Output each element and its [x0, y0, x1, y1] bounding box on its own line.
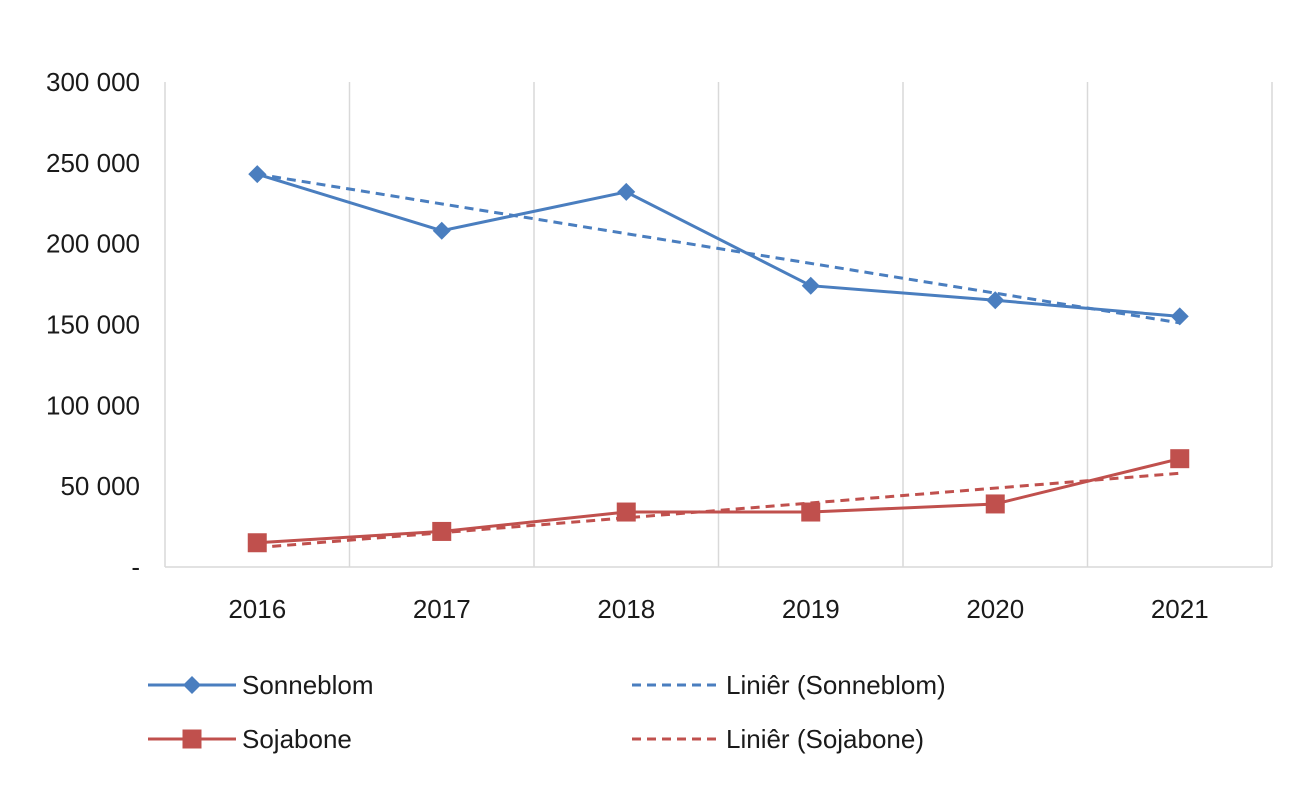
- data-point: [1170, 307, 1189, 326]
- data-point: [986, 291, 1005, 310]
- data-point: [616, 502, 636, 522]
- y-tick-label: 300 000: [46, 67, 140, 97]
- legend-label: Sojabone: [242, 724, 352, 754]
- x-tick-label: 2019: [782, 594, 840, 624]
- y-tick-label: 250 000: [46, 148, 140, 178]
- x-tick-label: 2018: [597, 594, 655, 624]
- legend-item: Liniêr (Sonneblom): [632, 670, 946, 700]
- x-tick-label: 2021: [1151, 594, 1209, 624]
- x-axis-ticks: 2016 2017 2018 2019 2020 2021: [228, 594, 1208, 624]
- legend: Sonneblom Liniêr (Sonneblom) Sojabone Liniê…: [148, 670, 946, 754]
- data-point: [617, 182, 636, 201]
- legend-label: Liniêr (Sojabone): [726, 724, 924, 754]
- y-tick-label: 100 000: [46, 390, 140, 420]
- legend-label: Sonneblom: [242, 670, 374, 700]
- legend-item: Sonneblom: [148, 670, 374, 700]
- legend-marker: [182, 729, 202, 749]
- x-tick-label: 2020: [966, 594, 1024, 624]
- data-point: [1170, 449, 1190, 469]
- trendlines: [257, 172, 1180, 550]
- y-tick-label: 150 000: [46, 310, 140, 340]
- trendline: [257, 471, 1180, 550]
- grid-lines: [164, 82, 1273, 567]
- x-tick-label: 2017: [413, 594, 471, 624]
- y-tick-label: 200 000: [46, 229, 140, 259]
- data-point: [247, 533, 267, 553]
- data-point: [432, 221, 451, 240]
- data-point: [985, 494, 1005, 514]
- trendline: [257, 172, 1180, 325]
- series-sojabone: [247, 449, 1190, 553]
- data-point: [432, 521, 452, 541]
- x-tick-label: 2016: [228, 594, 286, 624]
- data-point: [801, 276, 820, 295]
- series-line: [257, 457, 1181, 545]
- y-tick-label: -: [131, 552, 140, 582]
- series-sonneblom: [248, 165, 1189, 326]
- y-axis-ticks: - 50 000 100 000 150 000 200 000 250 000 300 0…: [46, 67, 140, 582]
- legend-label: Liniêr (Sonneblom): [726, 670, 946, 700]
- data-point: [248, 165, 267, 184]
- data-series: [247, 165, 1190, 553]
- data-point: [801, 502, 821, 522]
- y-tick-label: 50 000: [60, 471, 140, 501]
- legend-marker: [183, 676, 201, 694]
- legend-item: Sojabone: [148, 724, 352, 754]
- series-line: [256, 172, 1180, 318]
- legend-item: Liniêr (Sojabone): [632, 724, 924, 754]
